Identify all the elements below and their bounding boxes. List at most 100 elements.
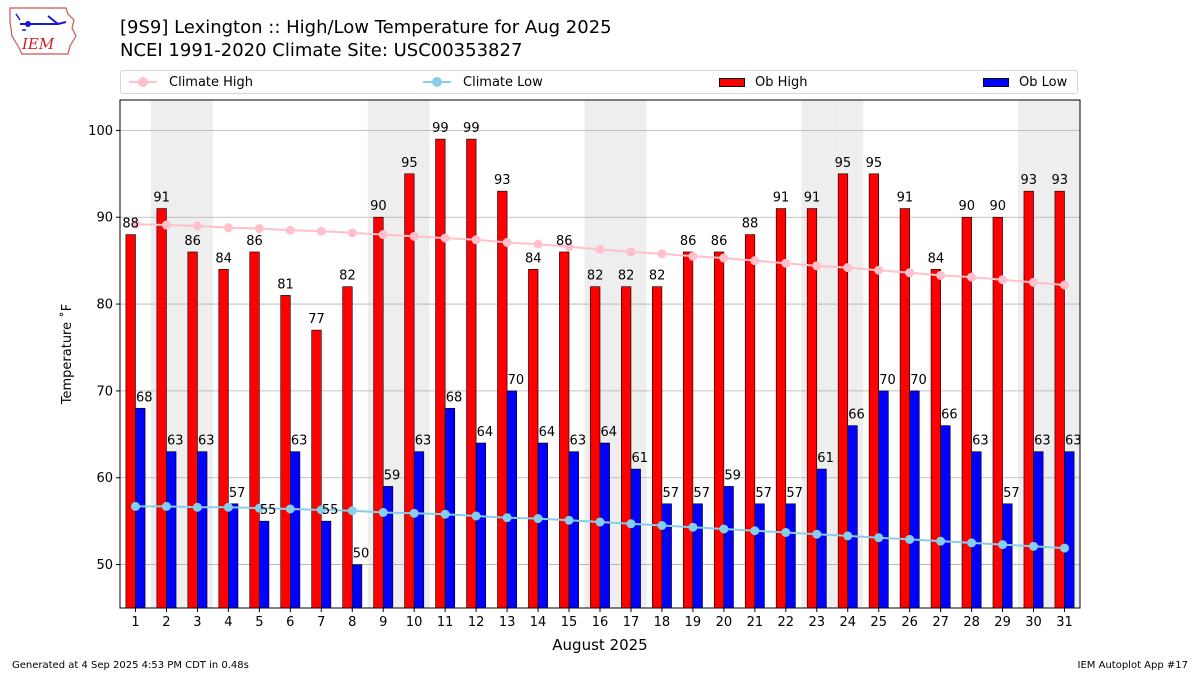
bar-ob-low-day-11 [444,407,456,609]
bar-ob-low-day-22 [785,503,796,609]
bar-ob-high-day-26 [899,208,910,609]
data-label-ob-high-day-14: 84 [525,251,542,266]
legend-climate-high-marker [129,77,157,87]
point-climate-low-day-8 [347,506,357,516]
point-climate-high-day-5 [254,224,264,234]
xtick-label-15: 15 [561,615,578,630]
data-label-ob-high-day-23: 91 [804,191,821,206]
data-label-ob-high-day-22: 91 [773,191,790,206]
legend-ob-low: Ob Low [983,71,1067,93]
point-climate-high-day-28 [967,272,977,282]
bar-ob-high-day-17 [621,286,632,609]
point-climate-high-day-16 [595,244,605,254]
data-label-ob-high-day-13: 93 [494,173,511,188]
bar-ob-low-day-29 [1002,503,1013,609]
bar-ob-high-day-24 [837,173,849,609]
data-label-ob-low-day-21: 57 [755,486,772,501]
legend-ob-high-swatch [719,77,745,87]
data-label-ob-high-day-11: 99 [432,121,449,136]
data-label-ob-high-day-18: 82 [649,269,666,284]
bar-ob-high-day-1 [125,234,136,609]
data-label-ob-high-day-21: 88 [742,217,759,232]
bar-ob-low-day-28 [971,451,982,609]
point-climate-high-day-13 [502,237,512,247]
bar-ob-low-day-4 [228,503,239,609]
bar-ob-low-day-10 [413,451,425,609]
point-climate-low-day-13 [502,513,512,523]
bar-ob-high-day-5 [249,251,260,609]
xtick-label-18: 18 [654,615,671,630]
bar-ob-low-day-7 [320,520,332,609]
point-climate-high-day-20 [719,253,729,263]
point-climate-high-day-10 [409,231,419,241]
bar-ob-high-day-11 [435,138,446,609]
point-climate-low-day-10 [409,508,419,518]
data-label-ob-low-day-10: 63 [415,434,432,449]
point-climate-low-day-26 [905,534,915,544]
data-label-ob-high-day-29: 90 [990,199,1007,214]
data-label-ob-high-day-31: 93 [1051,173,1068,188]
bar-ob-low-day-14 [537,442,548,609]
bar-ob-low-day-12 [475,442,487,609]
bar-ob-high-day-4 [218,269,229,609]
point-climate-low-day-4 [223,502,233,512]
xtick-label-21: 21 [747,615,764,630]
data-label-ob-low-day-4: 57 [229,486,246,501]
data-label-ob-high-day-9: 90 [370,199,387,214]
point-climate-high-day-19 [688,251,698,261]
point-climate-low-day-9 [378,507,388,517]
point-climate-low-day-14 [533,514,543,524]
point-climate-high-day-7 [316,226,326,236]
data-label-ob-low-day-19: 57 [693,486,710,501]
data-label-ob-low-day-31: 63 [1065,434,1082,449]
bar-ob-low-day-21 [754,503,765,609]
xtick-label-7: 7 [317,615,325,630]
xtick-label-20: 20 [716,615,733,630]
data-label-ob-low-day-6: 63 [291,434,308,449]
data-label-ob-low-day-12: 64 [477,425,494,440]
data-label-ob-low-day-30: 63 [1034,434,1051,449]
legend-ob-high-label: Ob High [755,74,808,90]
data-label-ob-low-day-13: 70 [508,373,525,388]
point-climate-high-day-18 [657,249,667,259]
data-label-ob-low-day-24: 66 [848,408,865,423]
point-climate-low-day-17 [626,519,636,529]
point-climate-high-day-23 [812,261,822,271]
point-climate-low-day-6 [285,504,295,514]
xtick-label-28: 28 [963,615,980,630]
data-label-ob-high-day-28: 90 [959,199,976,214]
bar-ob-high-day-6 [280,295,291,609]
data-label-ob-low-day-27: 66 [941,408,958,423]
legend-climate-high-label: Climate High [169,74,254,90]
data-label-ob-low-day-8: 50 [353,547,370,562]
xtick-label-30: 30 [1025,615,1042,630]
ytick-label-90: 90 [96,211,113,226]
legend-ob-high: Ob High [719,71,808,93]
xtick-label-23: 23 [809,615,826,630]
data-label-ob-high-day-26: 91 [897,191,914,206]
data-label-ob-high-day-27: 84 [928,251,945,266]
bar-ob-high-day-9 [373,216,384,609]
data-label-ob-high-day-12: 99 [463,121,480,136]
xtick-label-10: 10 [406,615,423,630]
xtick-label-11: 11 [437,615,454,630]
data-label-ob-low-day-22: 57 [786,486,803,501]
xtick-label-2: 2 [162,615,170,630]
legend: Climate High Climate Low Ob High Ob Low [120,70,1078,94]
data-label-ob-low-day-17: 61 [631,451,648,466]
legend-climate-low-marker [423,77,451,87]
legend-climate-low-label: Climate Low [463,74,543,90]
xtick-label-1: 1 [131,615,139,630]
point-climate-low-day-12 [471,511,481,521]
x-axis-title: August 2025 [552,636,647,654]
bar-ob-high-day-21 [744,234,756,609]
data-label-ob-high-day-7: 77 [308,312,325,327]
xtick-label-4: 4 [224,615,232,630]
data-label-ob-low-day-29: 57 [1003,486,1020,501]
point-climate-low-day-31 [1060,543,1070,553]
xtick-label-14: 14 [530,615,547,630]
point-climate-high-day-15 [564,242,574,252]
bar-ob-high-day-20 [713,251,725,609]
bar-ob-high-day-15 [559,251,570,609]
bar-ob-low-day-20 [723,486,734,609]
